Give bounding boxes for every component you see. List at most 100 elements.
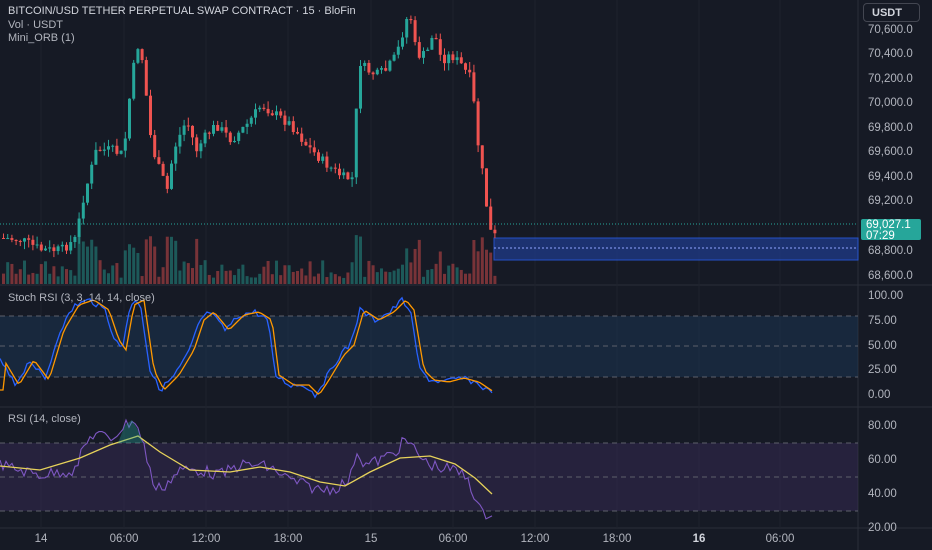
volume-bar <box>199 265 203 284</box>
volume-bar <box>283 265 287 284</box>
candle-body <box>485 168 488 207</box>
volume-bar <box>325 277 329 284</box>
volume-bar <box>338 276 341 284</box>
candle-body <box>220 127 224 131</box>
candle-body <box>480 145 484 169</box>
candle-body <box>186 125 190 127</box>
volume-bar <box>388 272 392 284</box>
volume-bar <box>195 238 199 284</box>
volume-bar <box>493 275 497 284</box>
volume-bar <box>438 251 442 284</box>
stoch-axis-label: 0.00 <box>868 389 891 401</box>
rsi-axis-label: 20.00 <box>868 522 897 534</box>
candle-body <box>132 62 136 99</box>
candle-body <box>48 247 52 249</box>
candle-body <box>18 241 22 243</box>
volume-bar <box>31 272 35 284</box>
volume-bar <box>472 239 476 284</box>
candle-body <box>434 37 438 40</box>
volume-bar <box>153 246 157 284</box>
candle-body <box>65 244 68 251</box>
volume-bar <box>203 260 207 284</box>
candle-body <box>115 145 119 154</box>
volume-bar <box>102 269 106 284</box>
candle-body <box>296 132 299 134</box>
volume-bar <box>165 236 169 284</box>
volume-bar <box>464 273 467 284</box>
stoch-rsi-label[interactable]: Stoch RSI (3, 3, 14, 14, close) <box>8 292 155 304</box>
candle-body <box>304 141 308 146</box>
volume-bar <box>459 269 463 284</box>
volume-bar <box>149 236 152 284</box>
volume-bar <box>308 261 312 284</box>
volume-bar <box>18 269 22 284</box>
orb-indicator-label[interactable]: Mini_ORB (1) <box>8 32 75 44</box>
stoch-axis-label: 100.00 <box>868 290 904 302</box>
candle-body <box>300 133 304 142</box>
volume-indicator-label[interactable]: Vol · USDT <box>8 19 64 31</box>
candle-body <box>413 20 417 43</box>
candle-body <box>31 239 35 245</box>
price-axis-label: 68,800.0 <box>868 245 913 257</box>
volume-bar <box>350 262 354 284</box>
candle-body <box>451 54 455 61</box>
volume-bar <box>81 241 85 284</box>
volume-bar <box>52 266 56 284</box>
candle-body <box>388 60 392 71</box>
candle-body <box>27 238 31 240</box>
rsi-axis-label: 60.00 <box>868 454 897 466</box>
candle-body <box>90 164 94 184</box>
volume-bar <box>119 277 123 284</box>
volume-bar <box>94 246 98 284</box>
volume-bar <box>107 273 110 284</box>
stoch-axis-label: 50.00 <box>868 340 897 352</box>
candle-body <box>182 125 186 135</box>
volume-bar <box>23 260 26 284</box>
candle-body <box>384 68 388 71</box>
candle-body <box>476 101 480 146</box>
last-price-tag: 69,027.1 07:29 <box>861 219 921 242</box>
volume-bar <box>354 235 358 284</box>
candle-body <box>2 238 5 239</box>
candle-body <box>94 149 98 165</box>
volume-bar <box>56 276 60 284</box>
volume-bar <box>170 236 173 284</box>
currency-select-button[interactable]: USDT <box>863 3 920 22</box>
candle-body <box>430 37 434 50</box>
candle-body <box>262 107 266 109</box>
volume-bar <box>405 248 409 284</box>
candle-body <box>212 125 215 134</box>
rsi-label[interactable]: RSI (14, close) <box>8 413 81 425</box>
candle-body <box>241 126 245 133</box>
candle-body <box>6 238 10 240</box>
volume-bar <box>401 264 404 284</box>
price-axis-label: 69,800.0 <box>868 122 913 134</box>
time-axis-label: 12:00 <box>520 533 550 545</box>
rsi-overbought-fill <box>118 420 143 443</box>
volume-bar <box>48 273 52 284</box>
candle-body <box>203 132 207 144</box>
volume-bar <box>191 268 194 284</box>
candle-body <box>23 238 26 242</box>
candle-body <box>98 149 102 151</box>
bar-countdown: 07:29 <box>866 229 895 242</box>
candle-body <box>56 246 60 252</box>
volume-bar <box>111 265 115 284</box>
volume-bar <box>275 260 278 284</box>
volume-bar <box>27 274 31 284</box>
rsi-axis-label: 80.00 <box>868 420 897 432</box>
candle-body <box>52 247 56 252</box>
candle-body <box>308 145 312 148</box>
time-axis-label: 12:00 <box>191 533 221 545</box>
volume-bar <box>455 267 459 284</box>
volume-bar <box>90 239 94 284</box>
volume-bar <box>136 252 140 284</box>
volume-bar <box>128 244 131 284</box>
volume-bar <box>296 270 299 284</box>
symbol-title[interactable]: BITCOIN/USD TETHER PERPETUAL SWAP CONTRA… <box>8 5 356 17</box>
volume-bar <box>98 260 102 284</box>
volume-bar <box>14 273 18 284</box>
volume-bar <box>270 274 274 284</box>
